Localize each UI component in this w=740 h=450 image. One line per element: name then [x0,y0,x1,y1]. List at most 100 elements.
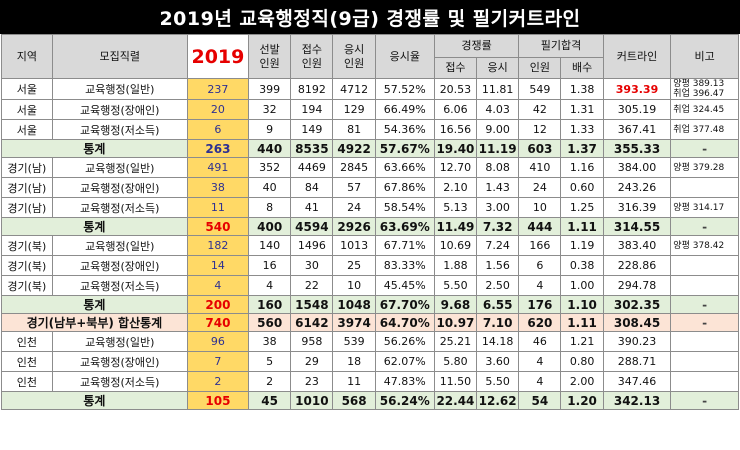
year-2019-cell: 105 [186,391,250,410]
pass-people-cell: 549 [518,78,562,100]
table-row: 서울 교육행정(저소득) 6 9 149 81 54.36% 16.56 9.00 12 1.33 3… [1,119,739,140]
position-cell: 교육행정(저소득) [51,197,188,218]
cutline-cell: 393.39 [602,78,672,100]
exam-count-cell: 4712 [332,78,376,100]
comp-apply-cell: 20.53 [433,78,478,100]
note-line: 양평 389.13 [673,79,725,90]
comp-exam-cell: 4.03 [476,99,520,120]
year-2019-cell: 7 [186,351,250,372]
pass-people-cell: 54 [518,391,562,410]
pass-mult-cell: 1.11 [560,217,604,236]
note-cell: - [670,313,739,332]
subtotal-row: 통계 200 160 1548 1048 67.70% 9.68 6.55 176 1.10 302… [1,295,739,314]
pass-people-cell: 410 [518,157,562,178]
cutline-cell: 243.26 [602,177,672,198]
region-cell: 인천 [1,331,53,352]
year-2019-cell: 20 [186,99,250,120]
apply-count-cell: 4594 [290,217,334,236]
exam-count-cell: 568 [332,391,376,410]
exam-rate-cell: 63.66% [374,157,435,178]
header-pass-mult: 배수 [560,57,604,79]
comp-exam-cell: 6.55 [476,295,520,314]
select-count-cell: 9 [248,119,292,140]
note-cell [670,371,739,392]
region-cell: 서울 [1,119,53,140]
pass-people-cell: 620 [518,313,562,332]
exam-count-cell: 10 [332,275,376,296]
comp-apply-cell: 11.49 [433,217,478,236]
position-cell: 교육행정(저소득) [51,275,188,296]
select-count-cell: 16 [248,255,292,276]
exam-rate-cell: 63.69% [374,217,435,236]
total-label: 경기(남부+북부) 합산통계 [1,313,188,332]
select-count-cell: 4 [248,275,292,296]
exam-rate-cell: 62.07% [374,351,435,372]
select-count-cell: 140 [248,235,292,256]
comp-apply-cell: 12.70 [433,157,478,178]
header-region: 지역 [1,34,53,79]
exam-count-cell: 1048 [332,295,376,314]
cutline-cell: 316.39 [602,197,672,218]
year-2019-cell: 182 [186,235,250,256]
table-row: 서울 교육행정(장애인) 20 32 194 129 66.49% 6.06 4.03 42 1.3… [1,99,739,120]
cutline-cell: 384.00 [602,157,672,178]
note-cell: 양평 378.42 [670,235,739,256]
region-cell: 인천 [1,351,53,372]
note-cell: - [670,139,739,158]
pass-people-cell: 176 [518,295,562,314]
exam-count-cell: 4922 [332,139,376,158]
subtotal-row: 통계 540 400 4594 2926 63.69% 11.49 7.32 444 1.11 31… [1,217,739,236]
year-2019-cell: 237 [186,78,250,100]
region-cell: 인천 [1,371,53,392]
total-label: 통계 [1,217,188,236]
total-label: 통계 [1,139,188,158]
exam-rate-cell: 54.36% [374,119,435,140]
exam-count-cell: 18 [332,351,376,372]
subtotal-row: 통계 105 45 1010 568 56.24% 22.44 12.62 54 1.20 342.… [1,391,739,410]
note-line: 양평 314.17 [673,202,725,213]
exam-rate-cell: 64.70% [374,313,435,332]
position-cell: 교육행정(장애인) [51,99,188,120]
apply-count-cell: 149 [290,119,334,140]
total-label: 통계 [1,295,188,314]
pass-people-cell: 42 [518,99,562,120]
comp-apply-cell: 22.44 [433,391,478,410]
select-count-cell: 2 [248,371,292,392]
comp-apply-cell: 5.80 [433,351,478,372]
apply-count-cell: 4469 [290,157,334,178]
exam-rate-cell: 58.54% [374,197,435,218]
year-2019-cell: 740 [186,313,250,332]
comp-apply-cell: 11.50 [433,371,478,392]
apply-count-cell: 1548 [290,295,334,314]
note-line: 취업 377.48 [673,124,725,135]
exam-count-cell: 3974 [332,313,376,332]
position-cell: 교육행정(장애인) [51,255,188,276]
pass-mult-cell: 1.25 [560,197,604,218]
note-cell: 취업 377.48 [670,119,739,140]
cutline-cell: 355.33 [602,139,672,158]
year-2019-cell: 540 [186,217,250,236]
cutline-cell: 308.45 [602,313,672,332]
select-count-cell: 32 [248,99,292,120]
pass-mult-cell: 0.60 [560,177,604,198]
select-count-cell: 5 [248,351,292,372]
exam-count-cell: 2926 [332,217,376,236]
pass-people-cell: 24 [518,177,562,198]
year-2019-cell: 14 [186,255,250,276]
select-count-cell: 560 [248,313,292,332]
position-cell: 교육행정(저소득) [51,119,188,140]
pass-mult-cell: 1.10 [560,295,604,314]
position-cell: 교육행정(일반) [51,235,188,256]
header-comp-exam: 응시 [476,57,520,79]
note-cell: 양평 389.13 취업 396.47 [670,78,739,100]
position-cell: 교육행정(일반) [51,78,188,100]
pass-people-cell: 4 [518,275,562,296]
region-cell: 서울 [1,99,53,120]
select-count-cell: 352 [248,157,292,178]
cutline-cell: 302.35 [602,295,672,314]
table-row: 서울 교육행정(일반) 237 399 8192 4712 57.52% 20.53 11.81… [1,78,739,100]
header-exam-rate: 응시율 [374,34,435,79]
comp-exam-cell: 2.50 [476,275,520,296]
position-cell: 교육행정(일반) [51,157,188,178]
exam-count-cell: 81 [332,119,376,140]
